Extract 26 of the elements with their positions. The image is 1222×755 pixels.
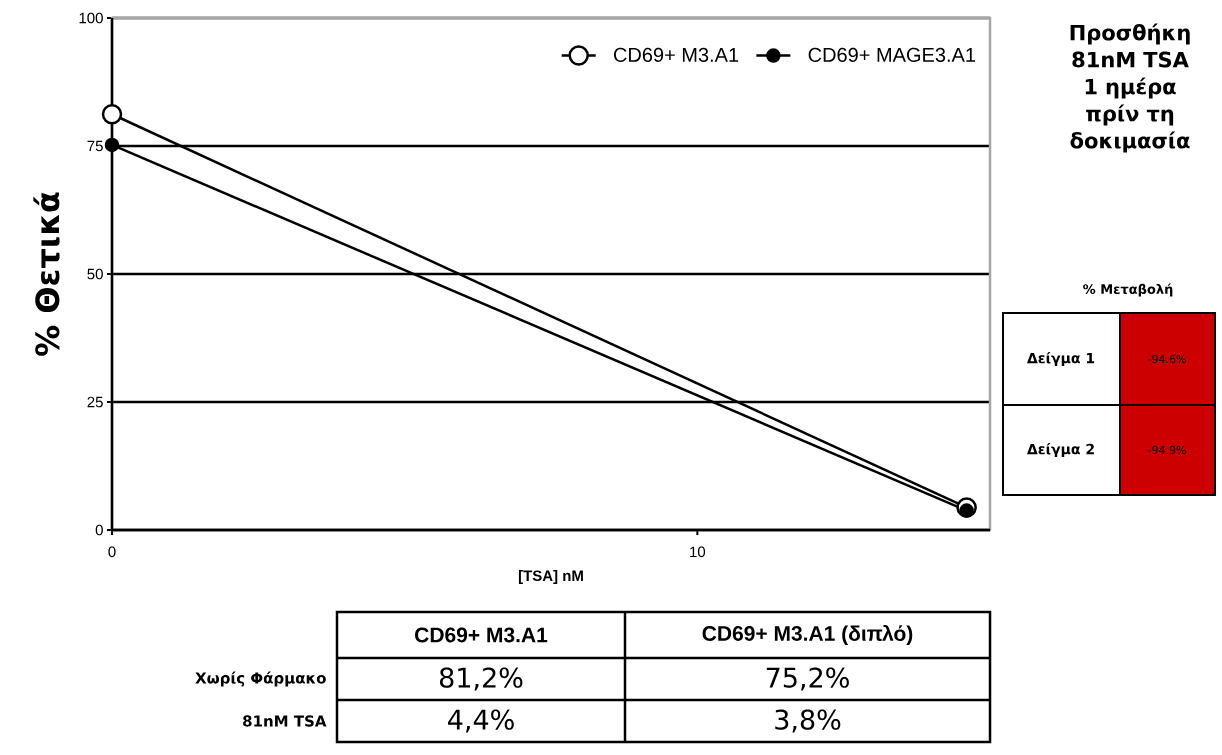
text: 81,2%: [439, 667, 523, 691]
y-axis-title: % Θετικά: [33, 192, 60, 356]
text: CD69+ M3.A1: [415, 627, 548, 643]
point: [101, 104, 123, 125]
legend-label: CD69+ M3.A1: [613, 47, 739, 62]
text: 81nM TSA: [243, 715, 327, 727]
y-tick-label: 50: [87, 268, 103, 280]
y-tick-label: 75: [87, 140, 103, 152]
y-tick-label: 25: [87, 396, 103, 408]
y-tick-label: 100: [79, 12, 103, 24]
x-tick-label: 10: [690, 546, 706, 558]
text: CD69+ M3.A1 (διπλό): [702, 624, 913, 646]
text: Χωρίς Φάρμακο: [195, 671, 326, 687]
text: -94.6%: [1148, 354, 1186, 364]
x-axis-title: [TSA] nM: [518, 570, 583, 584]
text: Προσθήκη 81nM TSA 1 ημέρα πρίν τη δοκιμασία: [1070, 23, 1190, 153]
text: Δείγμα 1: [1027, 351, 1095, 367]
text: Δείγμα 2: [1027, 442, 1094, 458]
y-tick-label: 0: [95, 524, 103, 536]
text: 75,2%: [766, 667, 849, 691]
point: [104, 137, 120, 153]
legend-label: CD69+ MAGE3.A1: [808, 47, 976, 62]
text: -94.9%: [1148, 445, 1186, 455]
text: 4,4%: [448, 709, 514, 733]
text: 3,8%: [775, 709, 841, 733]
text: % Μεταβολή: [1083, 283, 1173, 297]
